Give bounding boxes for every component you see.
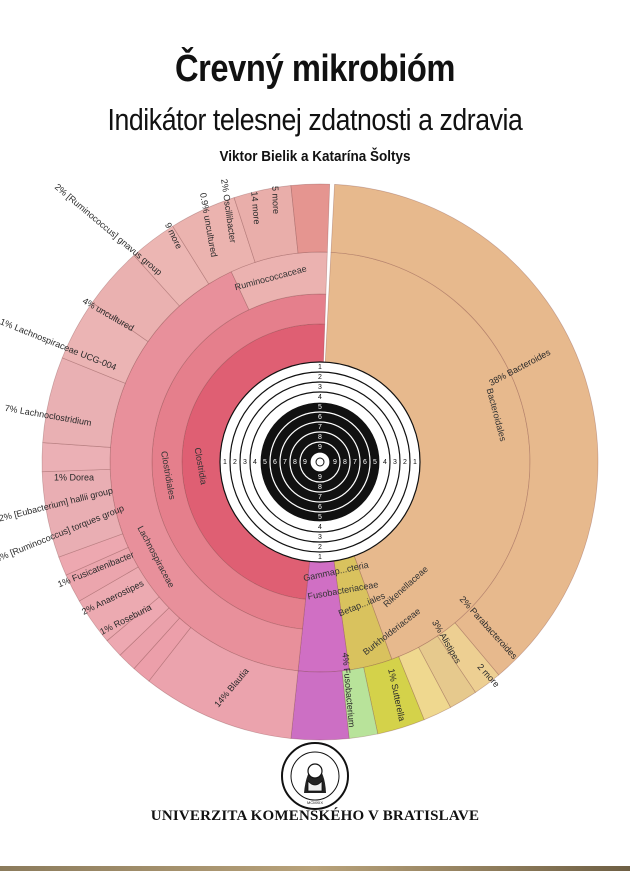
label-more14: 14 more [249,191,262,225]
segment-5-more [290,183,331,254]
target-number: 6 [318,414,322,421]
target-number: 5 [373,459,377,466]
segment-uncultured-1 [42,357,126,448]
target-number: 5 [318,514,322,521]
target-number: 2 [403,459,407,466]
sunburst-rings [41,183,599,741]
segment-14-more [233,185,299,263]
segment-bacteroides [330,184,599,676]
segment-torques [78,566,160,642]
target-number: 9 [333,459,337,466]
target-number: 7 [283,459,287,466]
segment-dorea [58,533,129,576]
target-number: 5 [263,459,267,466]
segment-parabacteroides [436,622,500,693]
target-number: 7 [318,494,322,501]
target-number: 6 [363,459,367,466]
target-number: 2 [318,544,322,551]
target-number: 3 [318,534,322,541]
segment-hallii [65,546,139,602]
target-number: 1 [318,364,322,371]
target-number: 7 [318,424,322,431]
segment-lachnospiraceae [109,271,303,672]
target-number: 1 [223,459,227,466]
target-bullseye [315,457,325,467]
university-seal: MCMXIX [281,742,349,810]
svg-text:MCMXIX: MCMXIX [307,800,323,805]
segment-uncultured-2 [133,225,210,307]
target-number: 8 [318,484,322,491]
target-number: 9 [318,474,322,481]
target-number: 4 [253,459,257,466]
label-gnavus: 2% [Ruminococcus] gnavus group [53,182,164,277]
target-number: 2 [233,459,237,466]
target-number: 1 [318,554,322,561]
target-number: 1 [413,459,417,466]
publisher: UNIVERZITA KOMENSKÉHO V BRATISLAVE [150,808,480,824]
target-number: 8 [318,434,322,441]
book-subtitle: Indikátor telesnej zdatnosti a zdravia [107,102,523,137]
segment-lachnoclostridium [41,468,124,558]
book-authors: Viktor Bielik a Katarína Šoltys [219,148,411,165]
target-number: 2 [318,374,322,381]
segment-anaerostipes [119,607,180,670]
target-number: 4 [383,459,387,466]
book-title: Črevný mikrobióm [174,48,456,90]
label-dorea: 1% Dorea [54,472,94,482]
target-number: 7 [353,459,357,466]
segment-proteo-outer [363,656,425,735]
target-number: 8 [293,459,297,466]
target-number: 3 [243,459,247,466]
target-number: 8 [343,459,347,466]
segment-roseburia [133,617,192,682]
target-number: 3 [393,459,397,466]
segment-ruminococcaceae [230,251,328,311]
target-number: 6 [318,504,322,511]
segment-fusobacterium [290,670,350,741]
target-number: 6 [273,459,277,466]
target-number: 9 [303,459,307,466]
segment-oscillibacter [172,197,256,285]
target-number: 5 [318,404,322,411]
segment-fusicatenibacter [106,596,170,656]
label-more5: 5 more [270,186,281,214]
target-number: 4 [318,524,322,531]
segment-gnavus [61,302,149,384]
segment-blautia [148,626,299,739]
target-number: 9 [318,444,322,451]
footer-strip [0,866,630,871]
segment-ucg004 [41,442,111,473]
target-number: 3 [318,384,322,391]
target-number: 4 [318,394,322,401]
